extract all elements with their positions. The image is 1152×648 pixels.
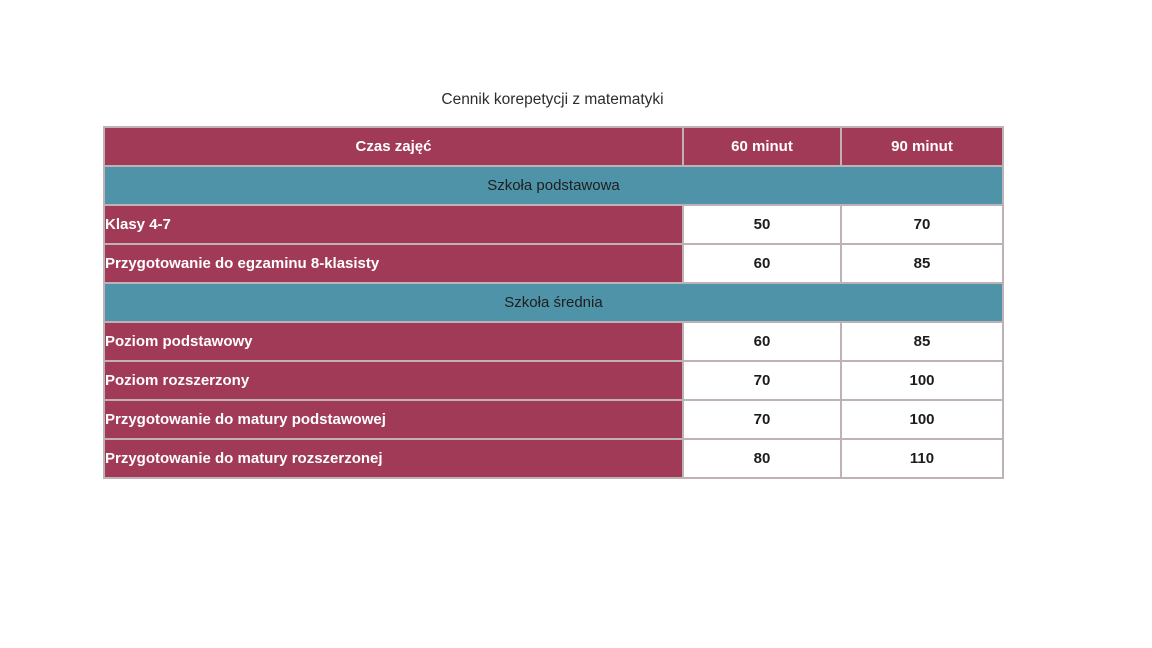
table-row: Poziom podstawowy 60 85	[103, 321, 1004, 362]
price-value: 100	[840, 360, 1004, 401]
section-row-szkola-srednia: Szkoła średnia	[103, 282, 1004, 323]
price-value: 70	[682, 399, 842, 440]
table-row: Przygotowanie do matury podstawowej 70 1…	[103, 399, 1004, 440]
row-label: Poziom podstawowy	[103, 321, 684, 362]
table-row: Przygotowanie do egzaminu 8-klasisty 60 …	[103, 243, 1004, 284]
price-value: 70	[682, 360, 842, 401]
price-value: 100	[840, 399, 1004, 440]
column-header-60-minut: 60 minut	[682, 126, 842, 167]
price-value: 80	[682, 438, 842, 479]
price-value: 85	[840, 321, 1004, 362]
row-label: Przygotowanie do matury rozszerzonej	[103, 438, 684, 479]
row-label: Klasy 4-7	[103, 204, 684, 245]
price-value: 70	[840, 204, 1004, 245]
price-value: 110	[840, 438, 1004, 479]
table-row: Klasy 4-7 50 70	[103, 204, 1004, 245]
table-header-row: Czas zajęć 60 minut 90 minut	[103, 126, 1004, 167]
pricing-table: Czas zajęć 60 minut 90 minut Szkoła pods…	[103, 126, 1004, 479]
row-label: Przygotowanie do egzaminu 8-klasisty	[103, 243, 684, 284]
price-value: 85	[840, 243, 1004, 284]
section-label: Szkoła średnia	[103, 282, 1004, 323]
column-header-czas-zajec: Czas zajęć	[103, 126, 684, 167]
table-row: Poziom rozszerzony 70 100	[103, 360, 1004, 401]
section-label: Szkoła podstawowa	[103, 165, 1004, 206]
price-value: 60	[682, 321, 842, 362]
section-row-szkola-podstawowa: Szkoła podstawowa	[103, 165, 1004, 206]
row-label: Przygotowanie do matury podstawowej	[103, 399, 684, 440]
table-row: Przygotowanie do matury rozszerzonej 80 …	[103, 438, 1004, 479]
price-value: 60	[682, 243, 842, 284]
pricing-document: Cennik korepetycji z matematyki Czas zaj…	[103, 88, 1004, 479]
column-header-90-minut: 90 minut	[840, 126, 1004, 167]
price-value: 50	[682, 204, 842, 245]
page-title: Cennik korepetycji z matematyki	[441, 91, 664, 108]
row-label: Poziom rozszerzony	[103, 360, 684, 401]
